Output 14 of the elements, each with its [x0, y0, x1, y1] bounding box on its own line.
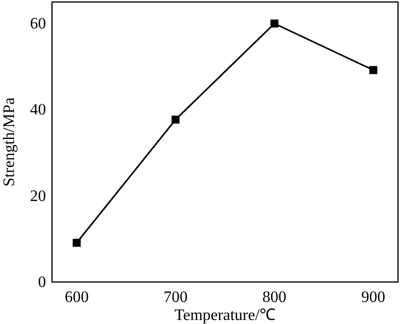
y-tick-label: 20: [30, 188, 46, 205]
y-tick-label: 40: [30, 102, 46, 119]
point: [172, 116, 180, 124]
y-tick-label: 60: [30, 16, 46, 33]
x-tick-label: 800: [262, 289, 286, 306]
x-tick-label: 900: [361, 289, 386, 306]
x-tick-label: 700: [164, 289, 188, 306]
x-axis-title: Temperature/℃: [174, 307, 276, 324]
y-axis-title: Strength/MPa: [1, 98, 18, 186]
point: [270, 20, 278, 28]
x-tick-label: 600: [64, 289, 89, 306]
point: [369, 66, 378, 74]
point: [72, 238, 81, 247]
y-tick-label: 0: [38, 274, 46, 291]
